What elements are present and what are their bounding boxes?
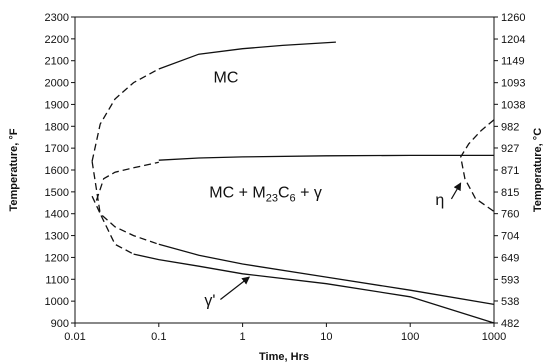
y-tick-label: 1700 (45, 143, 69, 155)
series-line-5 (95, 161, 159, 201)
y-axis-title: Temperature, °F (8, 128, 20, 211)
x-axis-ticks: 0.01 0.1 1 10 100 1000 (64, 323, 506, 343)
x-tick-label: 1000 (482, 331, 506, 343)
y2-axis-title: Temperature, °C (532, 128, 544, 212)
y-tick-label: 1400 (45, 209, 69, 221)
y2-tick-label: 1149 (501, 56, 525, 68)
y2-tick-label: 927 (501, 143, 519, 155)
series-line-2 (91, 68, 160, 162)
annotation-mixture: MC + M23C6 + γ (209, 184, 322, 204)
y-tick-label: 1800 (45, 121, 69, 133)
y2-tick-label: 538 (501, 296, 519, 308)
y2-tick-label: 1260 (501, 12, 525, 24)
series-line-6 (158, 154, 494, 161)
y2-axis-ticks: 482 538 593 649 704 760 815 871 927 982 1038 1093 11… (494, 12, 525, 330)
y-axis-ticks: 900 1000 1100 1200 1300 1400 1500 1600 1700 1800 1… (45, 12, 75, 330)
y2-tick-label: 649 (501, 252, 519, 264)
y-tick-label: 1500 (45, 187, 69, 199)
y2-tick-label: 982 (501, 121, 519, 133)
annotation-layer: MC MC + M23C6 + γ η γ' (204, 70, 462, 310)
x-tick-label: 100 (401, 331, 419, 343)
y-tick-label: 900 (51, 318, 69, 330)
y2-tick-label: 704 (501, 231, 519, 243)
y2-tick-label: 815 (501, 187, 519, 199)
y-tick-label: 2000 (45, 78, 69, 90)
x-tick-label: 0.01 (64, 331, 85, 343)
series-line-9 (460, 119, 495, 213)
y-tick-label: 1000 (45, 296, 69, 308)
series-line-4 (133, 253, 495, 324)
y2-tick-label: 760 (501, 209, 519, 221)
y-tick-label: 1200 (45, 252, 69, 264)
annotation-eta: η (435, 192, 444, 209)
y2-tick-label: 1093 (501, 78, 525, 90)
annotation-arrow-gamma (220, 276, 251, 300)
y-tick-label: 1900 (45, 99, 69, 111)
annotation-mc: MC (214, 70, 239, 87)
y2-tick-label: 1038 (501, 99, 525, 111)
annotation-gamma: γ' (204, 293, 215, 310)
x-tick-label: 1 (240, 331, 246, 343)
series-line-7 (91, 195, 160, 245)
x-axis-title: Time, Hrs (259, 351, 309, 363)
y-tick-label: 2100 (45, 56, 69, 68)
y-tick-label: 2200 (45, 34, 69, 46)
y-tick-label: 2300 (45, 12, 69, 24)
x-tick-label: 0.1 (151, 331, 166, 343)
x-tick-label: 10 (320, 331, 332, 343)
series-line-8 (158, 243, 495, 306)
y-tick-label: 1300 (45, 231, 69, 243)
annotation-arrow-eta (450, 182, 462, 200)
series-layer (91, 41, 495, 324)
y2-tick-label: 593 (501, 274, 519, 286)
series-line-3 (91, 161, 134, 255)
series-line-1 (158, 41, 336, 70)
y-tick-label: 1100 (45, 274, 69, 286)
y2-tick-label: 1204 (501, 34, 525, 46)
y-tick-label: 1600 (45, 165, 69, 177)
y2-tick-label: 871 (501, 165, 519, 177)
y2-tick-label: 482 (501, 318, 519, 330)
plot-frame (74, 16, 495, 324)
